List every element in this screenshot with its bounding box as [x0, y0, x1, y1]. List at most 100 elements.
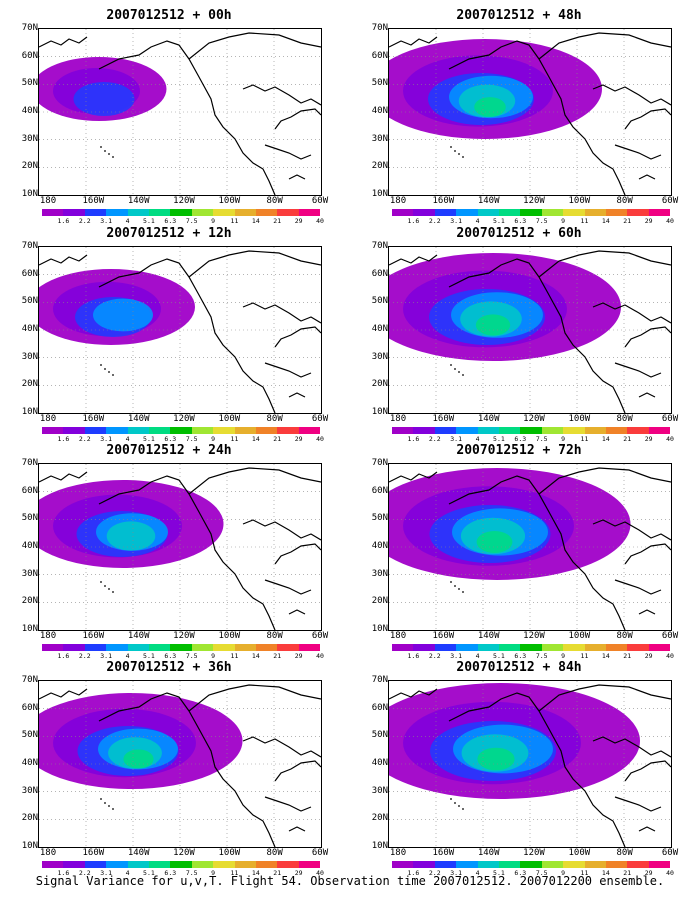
coastline — [592, 519, 671, 541]
latitude-label: 40N — [21, 106, 38, 116]
island-marker — [462, 156, 464, 158]
colorbar-swatch — [84, 209, 107, 216]
panel-title: 2007012512 + 00h — [106, 8, 232, 23]
colorbar-label: 2.2 — [78, 435, 91, 443]
forecast-panel: 2007012512 + 84h 70N 60N 50N 40N 30N 20N 10N 180… — [354, 660, 684, 877]
island-marker — [454, 585, 456, 587]
colorbar-swatch — [170, 644, 192, 651]
colorbar-swatch — [63, 427, 85, 434]
colorbar-label: 4 — [475, 435, 480, 443]
colorbar-swatch — [498, 209, 521, 216]
colorbar-swatch — [456, 861, 478, 868]
longitude-label: 60W — [661, 848, 679, 858]
coastline — [538, 250, 671, 278]
coastline — [448, 692, 626, 847]
colorbar-label: 1.6 — [57, 217, 70, 225]
colorbar-swatch — [42, 427, 64, 434]
colorbar-swatch — [456, 644, 478, 651]
island-marker — [100, 364, 102, 366]
coastline — [264, 796, 312, 812]
colorbar-swatch — [605, 644, 628, 651]
coastline — [624, 543, 671, 565]
colorbar-swatch — [520, 644, 542, 651]
colorbar-swatch — [434, 644, 457, 651]
longitude-label: 160W — [82, 631, 105, 641]
coastline — [538, 32, 671, 60]
colorbar-swatch — [413, 209, 435, 216]
colorbar-label: 7.5 — [535, 869, 548, 877]
island-marker — [104, 585, 106, 587]
colorbar-label: 29 — [644, 435, 653, 443]
longitude-label: 140W — [477, 414, 500, 424]
colorbar-swatch — [148, 209, 171, 216]
colorbar-label: 6.3 — [514, 652, 527, 660]
colorbar-label: 3.1 — [450, 435, 463, 443]
panel-title: 2007012512 + 24h — [106, 443, 232, 458]
variance-contour — [477, 747, 515, 771]
longitude-label: 160W — [432, 414, 455, 424]
coastline — [448, 258, 626, 413]
colorbar-swatch — [605, 861, 628, 868]
colorbar-label: 9 — [211, 869, 216, 877]
coastline — [188, 32, 321, 60]
forecast-panel: 2007012512 + 12h 70N 60N 50N 40N 30N 20N 10N 180… — [4, 226, 334, 443]
variance-contour — [93, 298, 153, 332]
colorbar-label: 6.3 — [164, 217, 177, 225]
longitude-label: 140W — [477, 631, 500, 641]
map-svg — [39, 681, 321, 847]
colorbar-swatch — [563, 209, 585, 216]
colorbar-label: 14 — [601, 435, 610, 443]
coastline — [624, 108, 671, 130]
map-area — [388, 680, 672, 848]
colorbar-label: 7.5 — [535, 217, 548, 225]
longitude-label: 60W — [311, 631, 329, 641]
colorbar-label: 11 — [580, 869, 589, 877]
island-marker — [458, 371, 460, 373]
colorbar-swatch — [584, 209, 606, 216]
colorbar-swatch — [191, 644, 214, 651]
colorbar-label: 5.1 — [143, 217, 155, 225]
colorbar-label: 11 — [580, 435, 589, 443]
colorbar-label: 3.1 — [100, 652, 113, 660]
island-marker — [112, 591, 114, 593]
colorbar-swatch — [627, 861, 649, 868]
longitude-label: 100W — [568, 631, 591, 641]
map-svg — [389, 464, 671, 630]
panel-title: 2007012512 + 84h — [456, 660, 582, 675]
longitude-label: 80W — [616, 631, 633, 641]
colorbar-swatch — [277, 861, 299, 868]
coastline — [264, 362, 312, 378]
latitude-label: 50N — [21, 513, 38, 524]
colorbar-label: 40 — [666, 652, 674, 660]
colorbar-swatch — [148, 644, 171, 651]
latitude-label: 30N — [21, 785, 38, 796]
latitude-label: 10N — [21, 407, 38, 417]
colorbar-label: 9 — [561, 435, 566, 443]
colorbar — [42, 209, 321, 216]
colorbar-label: 3.1 — [450, 869, 463, 877]
colorbar-swatch — [477, 209, 499, 216]
island-marker — [112, 156, 114, 158]
longitude-label: 60W — [311, 848, 329, 858]
colorbar-swatch — [170, 209, 192, 216]
colorbar-swatch — [106, 644, 128, 651]
longitude-label: 100W — [218, 196, 241, 206]
colorbar-label: 1.6 — [407, 217, 420, 225]
colorbar-swatch — [191, 427, 214, 434]
coastline — [288, 174, 306, 180]
colorbar-swatch — [605, 209, 628, 216]
colorbar-swatch — [234, 644, 256, 651]
island-marker — [462, 808, 464, 810]
colorbar-label: 5.1 — [493, 217, 505, 225]
colorbar-swatch — [498, 644, 521, 651]
latitude-label: 60N — [371, 268, 388, 279]
colorbar-label: 4 — [475, 217, 480, 225]
colorbar-label: 1.6 — [407, 869, 420, 877]
colorbar-swatch — [584, 427, 606, 434]
coastline — [188, 684, 321, 712]
colorbar-swatch — [563, 644, 585, 651]
longitude-label: 180 — [389, 196, 407, 206]
forecast-panel: 2007012512 + 72h 70N 60N 50N 40N 30N 20N 10N 180… — [354, 443, 684, 660]
colorbar-swatch — [456, 209, 478, 216]
island-marker — [454, 368, 456, 370]
